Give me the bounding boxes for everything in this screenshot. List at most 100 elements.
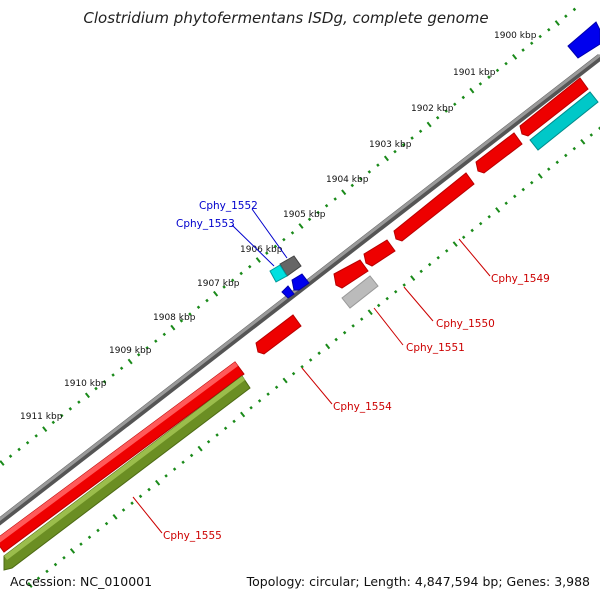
leader-line [231,224,275,267]
gene-forward-segment[interactable] [475,132,523,174]
gene-forward-segment[interactable] [519,77,589,137]
gene-cphy-1555-track-a[interactable] [0,361,245,553]
gene-pseudo-segment[interactable] [341,275,379,309]
major-tick [495,207,501,213]
minor-tick [179,319,184,323]
gene-label-cphy-1552[interactable]: Cphy_1552 [199,200,258,212]
minor-tick [410,136,414,140]
gene-other-feature[interactable] [567,21,600,59]
minor-tick [68,407,73,411]
leader-line [251,208,288,259]
gene-cphy-1554[interactable] [255,314,302,355]
minor-tick [359,317,364,321]
minor-tick [436,255,440,260]
gene-cphy-1549[interactable] [393,172,475,242]
tick-label: 1911 kbp [20,412,63,422]
minor-tick [555,160,560,165]
minor-tick [478,221,483,226]
minor-tick [36,576,41,580]
minor-tick [572,146,577,151]
minor-tick [564,14,568,18]
map-title: Clostridium phytofermentans ISDg, comple… [83,9,488,27]
minor-tick [273,244,278,249]
gene-label-cphy-1549[interactable]: Cphy_1549 [491,273,550,285]
minor-tick [282,237,286,242]
major-tick [0,460,5,466]
minor-tick [334,337,338,342]
minor-tick [350,183,355,188]
tick-label: 1905 kbp [283,210,326,220]
minor-tick [359,176,363,181]
minor-tick [164,474,168,478]
gene-other-feature[interactable] [291,273,310,291]
gene-label-cphy-1553[interactable]: Cphy_1553 [176,218,235,230]
major-tick [27,582,33,588]
tick-label: 1903 kbp [369,140,412,150]
minor-tick [547,27,551,32]
minor-tick [232,419,236,424]
gene-cphy-1551[interactable] [333,259,369,289]
minor-tick [62,555,66,560]
minor-tick [53,562,58,567]
minor-tick [402,283,406,287]
minor-tick [79,542,83,546]
minor-tick [51,420,56,425]
minor-tick [419,269,423,274]
gene-label-cphy-1555[interactable]: Cphy_1555 [163,530,222,542]
gene-cphy-1550[interactable] [363,239,396,267]
minor-tick [223,426,228,430]
minor-tick [94,386,98,391]
minor-tick [265,251,269,255]
minor-tick [121,508,126,512]
minor-tick [367,170,372,174]
genome-summary-text: Topology: circular; Length: 4,847,594 bp… [246,574,590,589]
minor-tick [529,180,534,185]
inner-tick-ring [27,126,600,588]
gene-highlight [4,376,245,560]
minor-tick [77,400,81,404]
minor-tick [453,102,457,106]
gene-cphy-1553[interactable] [269,264,288,283]
minor-tick [487,75,491,79]
minor-tick [138,494,143,499]
reverse-features [3,375,251,571]
major-tick [298,223,304,229]
minor-tick [205,298,209,303]
major-tick [127,358,133,365]
gene-other-feature[interactable] [281,285,295,299]
minor-tick [487,215,491,219]
major-tick [84,392,90,399]
minor-tick [130,501,134,505]
tick-label: 1906 kbp [240,245,283,255]
leader-line [373,307,404,346]
minor-tick [435,115,440,120]
minor-tick [222,285,226,289]
outer-tick-ring [0,7,577,466]
minor-tick [154,339,158,343]
gene-label-cphy-1551[interactable]: Cphy_1551 [406,342,465,354]
major-tick [554,20,560,26]
minor-tick [351,324,355,328]
gene-label-cphy-1554[interactable]: Cphy_1554 [333,401,392,413]
minor-tick [333,197,337,201]
minor-tick [172,467,177,471]
minor-tick [546,167,551,171]
minor-tick [300,365,304,369]
minor-tick [376,163,380,167]
minor-tick [162,332,167,337]
gene-trna-segment[interactable] [529,91,599,151]
minor-tick [478,82,483,86]
tick-label: 1908 kbp [153,313,196,323]
accession-text: Accession: NC_010001 [10,574,152,589]
major-tick [255,257,261,263]
leader-line [132,496,163,534]
minor-tick [589,133,594,137]
minor-tick [25,440,30,445]
major-tick [367,309,373,316]
gene-label-cphy-1550[interactable]: Cphy_1550 [436,318,495,330]
major-tick [512,53,518,60]
major-tick [213,290,219,297]
minor-tick [196,305,201,310]
minor-tick [189,453,194,458]
